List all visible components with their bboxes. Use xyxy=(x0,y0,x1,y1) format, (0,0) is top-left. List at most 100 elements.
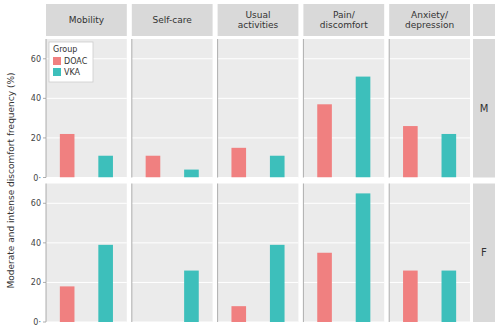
tick-mark xyxy=(43,98,46,99)
legend-label: VKA xyxy=(64,68,81,77)
facet-label-line: activities xyxy=(238,20,279,30)
panel xyxy=(218,184,299,323)
facet-label: M xyxy=(480,103,489,114)
bars xyxy=(403,126,456,177)
facet-label-line: Usual xyxy=(246,10,271,20)
y-axis-line xyxy=(303,184,304,323)
grid-line xyxy=(132,282,213,283)
panel xyxy=(389,39,470,178)
strip xyxy=(46,4,127,36)
grid-line xyxy=(389,177,470,178)
bar xyxy=(60,134,75,178)
bar xyxy=(356,77,371,178)
bar xyxy=(442,134,457,178)
strip xyxy=(473,4,495,36)
bar xyxy=(98,245,113,322)
bars xyxy=(184,271,199,322)
legend-title: Group xyxy=(53,45,77,54)
legend-swatch xyxy=(53,68,61,76)
grid-line xyxy=(218,322,299,323)
grid-line xyxy=(303,98,384,99)
bars xyxy=(317,77,370,178)
bar xyxy=(270,156,285,178)
bar xyxy=(317,253,332,322)
panel-background xyxy=(218,39,299,178)
grid-line xyxy=(303,282,384,283)
panel xyxy=(218,39,299,178)
tick-label: 60 xyxy=(31,55,41,64)
strip xyxy=(303,4,384,36)
bar xyxy=(231,148,246,178)
bar xyxy=(60,286,75,322)
grid-line xyxy=(303,177,384,178)
panel xyxy=(303,39,384,178)
panel xyxy=(303,184,384,323)
grid-line xyxy=(132,242,213,243)
grid-line xyxy=(303,203,384,204)
facet-label: Self-care xyxy=(153,15,193,25)
grid-line xyxy=(303,137,384,138)
grid-line xyxy=(132,203,213,204)
panel-background xyxy=(303,39,384,178)
panel-background xyxy=(132,39,213,178)
strip xyxy=(132,4,213,36)
grid-line xyxy=(303,322,384,323)
bars xyxy=(403,271,456,322)
grid-line xyxy=(218,203,299,204)
legend-box xyxy=(49,42,93,82)
panel-background xyxy=(46,184,127,323)
grid-line xyxy=(389,322,470,323)
facet-label-line: Self-care xyxy=(153,15,193,25)
tick-mark xyxy=(43,177,46,178)
grid-line xyxy=(389,58,470,59)
grid-line xyxy=(46,98,127,99)
grid-line xyxy=(46,203,127,204)
grid-line xyxy=(46,242,127,243)
facet-label: F xyxy=(481,247,487,258)
strip xyxy=(389,4,470,36)
panel-background xyxy=(303,184,384,323)
grid-line xyxy=(46,282,127,283)
bar xyxy=(317,104,332,177)
tick-label: 0· xyxy=(33,318,41,327)
tick-mark xyxy=(43,242,46,243)
grid-line xyxy=(46,322,127,323)
bar xyxy=(270,245,285,322)
bars xyxy=(60,245,113,322)
bar xyxy=(403,271,418,322)
bars xyxy=(146,156,199,178)
panel-background xyxy=(132,184,213,323)
tick-label: 60 xyxy=(31,199,41,208)
bars xyxy=(317,193,370,322)
facet-label-line: discomfort xyxy=(320,20,368,30)
panel xyxy=(132,184,213,323)
facet-label: Usualactivities xyxy=(238,10,279,31)
grid-line xyxy=(218,177,299,178)
grid-line xyxy=(389,137,470,138)
panel xyxy=(46,39,127,178)
panel-background xyxy=(389,184,470,323)
bars xyxy=(231,148,284,178)
facet-label-line: Anxiety/ xyxy=(411,10,449,20)
grid-line xyxy=(218,242,299,243)
tick-mark xyxy=(43,282,46,283)
tick-label: 0· xyxy=(33,174,41,183)
grid-line xyxy=(132,58,213,59)
tick-label: 40 xyxy=(31,239,41,248)
bar xyxy=(356,193,371,322)
panel xyxy=(46,184,127,323)
y-axis-line xyxy=(46,39,47,178)
facet-label-line: Mobility xyxy=(69,15,105,25)
grid-line xyxy=(389,203,470,204)
y-axis-label: Moderate and intense discomfort frequenc… xyxy=(6,73,16,289)
y-axis-line xyxy=(217,184,218,323)
y-axis-line xyxy=(131,39,132,178)
strip xyxy=(218,4,299,36)
legend-swatch xyxy=(53,57,61,65)
strip xyxy=(473,39,495,178)
facet-label: Mobility xyxy=(69,15,105,25)
tick-label: 40 xyxy=(31,94,41,103)
legend: GroupDOACVKA xyxy=(49,42,93,82)
y-axis-line xyxy=(46,184,47,323)
grid-line xyxy=(218,58,299,59)
